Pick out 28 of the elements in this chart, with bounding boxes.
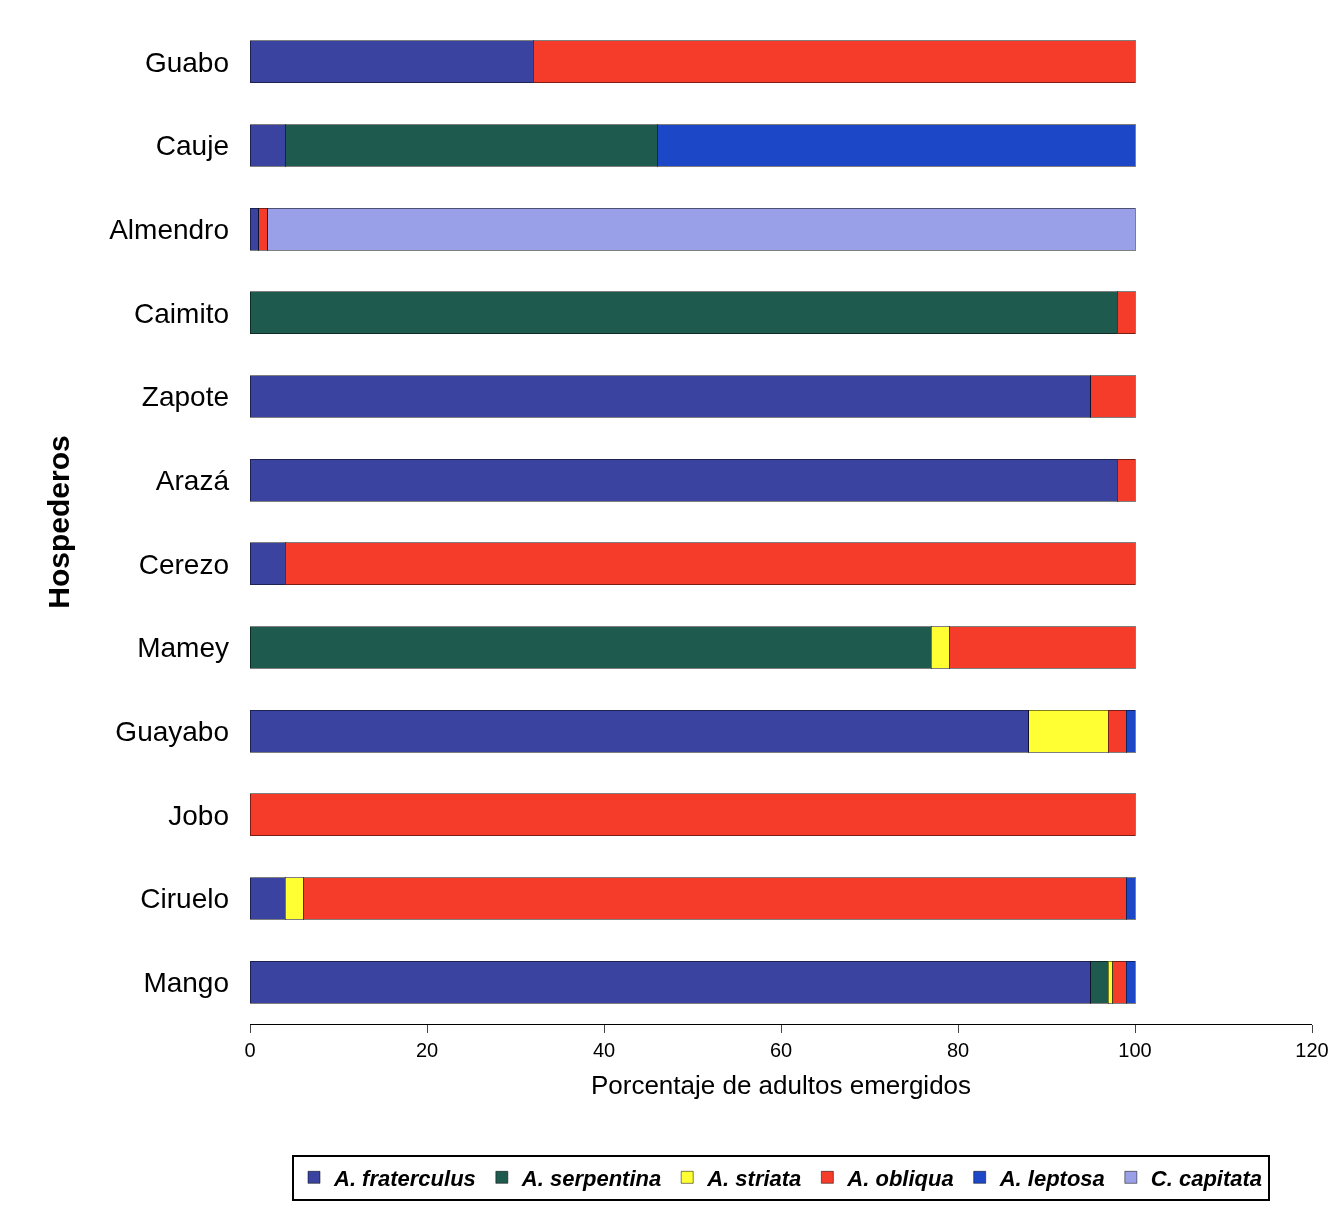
x-tick-label: 0 [244,1039,256,1061]
legend-label: A. fraterculus [333,1165,476,1191]
y-tick-label: Guabo [144,46,229,78]
legend-label: A. striata [706,1165,802,1191]
x-tick-label: 120 [1295,1039,1329,1061]
y-tick-label: Mango [143,966,229,998]
legend-label: A. serpentina [520,1165,662,1191]
legend-label: C. capitata [1150,1165,1263,1191]
x-tick-label: 20 [415,1039,439,1061]
legend-label: A. obliqua [846,1165,954,1191]
y-tick-label: Almendro [109,213,229,245]
y-tick-label: Mamey [137,632,229,664]
x-axis-title: Porcentaje de adultos emergidos [590,1069,972,1100]
y-tick-label: Arazá [155,464,230,496]
y-tick-label: Zapote [141,381,229,413]
x-tick-label: 60 [769,1039,793,1061]
x-tick-label: 80 [946,1039,970,1061]
legend-label: A. leptosa [998,1165,1105,1191]
bar [250,793,1136,837]
y-tick-label: Ciruelo [140,883,229,915]
x-tick-label: 40 [592,1039,616,1061]
y-tick-label: Jobo [168,799,229,831]
y-tick-label: Cauje [155,130,229,162]
y-tick-label: Cerezo [138,548,229,580]
y-axis-title: Hospederos [42,435,76,609]
x-tick-label: 100 [1118,1039,1152,1061]
y-tick-label: Guayabo [115,715,229,747]
y-tick-label: Caimito [134,297,229,329]
